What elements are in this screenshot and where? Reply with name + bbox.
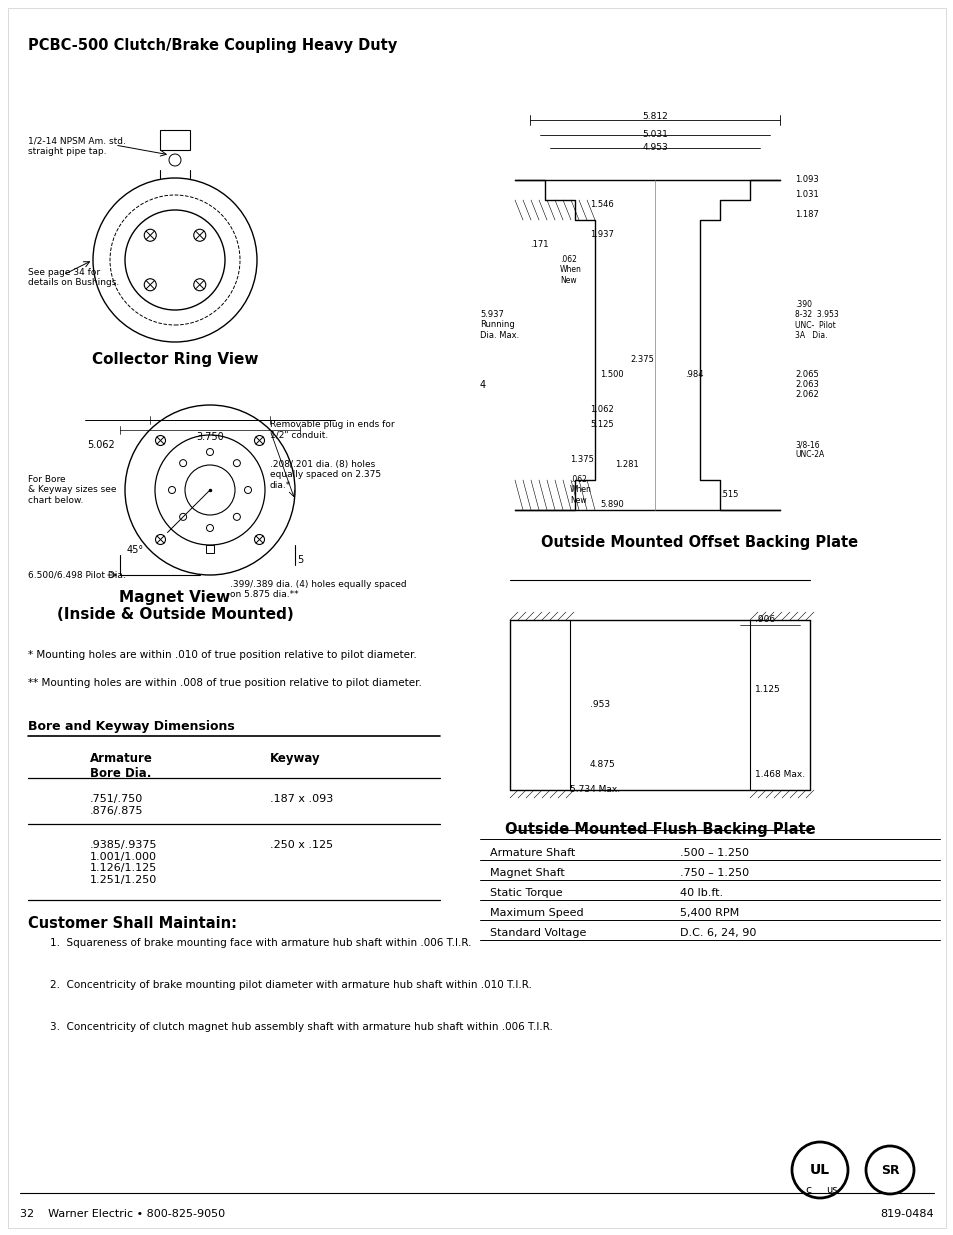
Text: 5,400 RPM: 5,400 RPM xyxy=(679,908,739,918)
Text: 2.065
2.063: 2.065 2.063 xyxy=(794,370,818,389)
Text: .250 x .125: .250 x .125 xyxy=(270,840,333,850)
Text: 1.093: 1.093 xyxy=(794,175,818,184)
Text: .187 x .093: .187 x .093 xyxy=(270,794,333,804)
Text: .984: .984 xyxy=(684,370,702,379)
Bar xyxy=(206,545,213,553)
Text: 5.062: 5.062 xyxy=(87,440,115,450)
Text: Removable plug in ends for
1/2" conduit.: Removable plug in ends for 1/2" conduit. xyxy=(270,420,395,440)
Text: For Bore
& Keyway sizes see
chart below.: For Bore & Keyway sizes see chart below. xyxy=(28,475,116,505)
Text: .750 – 1.250: .750 – 1.250 xyxy=(679,868,748,878)
Text: Maximum Speed: Maximum Speed xyxy=(490,908,583,918)
Text: 1.468 Max.: 1.468 Max. xyxy=(754,769,804,779)
Text: See page 34 for
details on Bushings.: See page 34 for details on Bushings. xyxy=(28,268,119,288)
Text: 1.187: 1.187 xyxy=(794,210,818,219)
Text: 5.125: 5.125 xyxy=(589,420,613,429)
Text: 4: 4 xyxy=(479,380,486,390)
Text: us: us xyxy=(825,1186,837,1195)
Text: Outside Mounted Flush Backing Plate: Outside Mounted Flush Backing Plate xyxy=(504,823,815,837)
Text: 2.  Concentricity of brake mounting pilot diameter with armature hub shaft withi: 2. Concentricity of brake mounting pilot… xyxy=(50,981,532,990)
Text: 5.031: 5.031 xyxy=(641,130,667,140)
Text: D.C. 6, 24, 90: D.C. 6, 24, 90 xyxy=(679,927,756,939)
Text: 1.500: 1.500 xyxy=(599,370,623,379)
Text: Customer Shall Maintain:: Customer Shall Maintain: xyxy=(28,916,236,931)
Text: Armature
Bore Dia.: Armature Bore Dia. xyxy=(90,752,152,781)
Text: 5: 5 xyxy=(296,555,303,564)
Text: c: c xyxy=(804,1186,810,1195)
Text: .953: .953 xyxy=(589,700,610,709)
Text: Collector Ring View: Collector Ring View xyxy=(91,352,258,367)
Text: 3.750: 3.750 xyxy=(196,432,224,442)
Text: Magnet View
(Inside & Outside Mounted): Magnet View (Inside & Outside Mounted) xyxy=(56,590,294,622)
Text: Outside Mounted Offset Backing Plate: Outside Mounted Offset Backing Plate xyxy=(541,535,858,550)
Text: Keyway: Keyway xyxy=(270,752,320,764)
Text: .500 – 1.250: .500 – 1.250 xyxy=(679,848,748,858)
Text: 3/8-16
UNC-2A: 3/8-16 UNC-2A xyxy=(794,440,823,459)
Text: 32    Warner Electric • 800-825-9050: 32 Warner Electric • 800-825-9050 xyxy=(20,1209,225,1219)
Text: 6.500/6.498 Pilot Dia.: 6.500/6.498 Pilot Dia. xyxy=(28,571,126,579)
Text: 1/2-14 NPSM Am. std.
straight pipe tap.: 1/2-14 NPSM Am. std. straight pipe tap. xyxy=(28,137,126,157)
Text: PCBC-500 Clutch/Brake Coupling Heavy Duty: PCBC-500 Clutch/Brake Coupling Heavy Dut… xyxy=(28,38,396,53)
Text: 1.  Squareness of brake mounting face with armature hub shaft within .006 T.I.R.: 1. Squareness of brake mounting face wit… xyxy=(50,939,471,948)
Text: .751/.750
.876/.875: .751/.750 .876/.875 xyxy=(90,794,143,815)
Text: Bore and Keyway Dimensions: Bore and Keyway Dimensions xyxy=(28,720,234,734)
Text: 1.546: 1.546 xyxy=(589,200,613,209)
Text: 2.062: 2.062 xyxy=(794,390,818,399)
Text: Armature Shaft: Armature Shaft xyxy=(490,848,575,858)
Text: 4.953: 4.953 xyxy=(641,143,667,152)
Text: 5.890: 5.890 xyxy=(599,500,623,509)
Text: 819-0484: 819-0484 xyxy=(880,1209,933,1219)
Text: UL: UL xyxy=(809,1163,829,1177)
Text: 45°: 45° xyxy=(127,545,144,555)
Text: Magnet Shaft: Magnet Shaft xyxy=(490,868,564,878)
Text: 5.937
Running
Dia. Max.: 5.937 Running Dia. Max. xyxy=(479,310,518,340)
Text: .171: .171 xyxy=(530,240,548,249)
Text: ** Mounting holes are within .008 of true position relative to pilot diameter.: ** Mounting holes are within .008 of tru… xyxy=(28,678,421,688)
Text: .062
When
New: .062 When New xyxy=(569,475,591,505)
Text: .9385/.9375
1.001/1.000
1.126/1.125
1.251/1.250: .9385/.9375 1.001/1.000 1.126/1.125 1.25… xyxy=(90,840,157,884)
Text: Standard Voltage: Standard Voltage xyxy=(490,927,586,939)
Text: 1.375: 1.375 xyxy=(569,454,594,464)
Text: 5.734 Max.: 5.734 Max. xyxy=(569,785,619,794)
Text: .399/.389 dia. (4) holes equally spaced
on 5.875 dia.**: .399/.389 dia. (4) holes equally spaced … xyxy=(230,580,406,599)
Text: 2.375: 2.375 xyxy=(629,354,653,364)
Text: 1.281: 1.281 xyxy=(615,459,639,469)
Bar xyxy=(160,130,190,149)
Text: 40 lb.ft.: 40 lb.ft. xyxy=(679,888,722,898)
Text: 4.875: 4.875 xyxy=(589,760,615,769)
Text: .208/.201 dia. (8) holes
equally spaced on 2.375
dia.*: .208/.201 dia. (8) holes equally spaced … xyxy=(270,459,381,490)
Text: 1.937: 1.937 xyxy=(589,230,613,240)
Text: * Mounting holes are within .010 of true position relative to pilot diameter.: * Mounting holes are within .010 of true… xyxy=(28,650,416,659)
Text: .906: .906 xyxy=(754,615,774,624)
Text: 5.812: 5.812 xyxy=(641,112,667,121)
Text: 3.  Concentricity of clutch magnet hub assembly shaft with armature hub shaft wi: 3. Concentricity of clutch magnet hub as… xyxy=(50,1023,553,1032)
Text: .062
When
New: .062 When New xyxy=(559,254,581,285)
Text: 1.062: 1.062 xyxy=(589,405,613,414)
Text: 1.031: 1.031 xyxy=(794,190,818,199)
Text: .515: .515 xyxy=(720,490,738,499)
Text: .390
8-32  3.953
UNC-  Pilot
3A   Dia.: .390 8-32 3.953 UNC- Pilot 3A Dia. xyxy=(794,300,838,340)
Text: SR: SR xyxy=(880,1163,899,1177)
Text: Static Torque: Static Torque xyxy=(490,888,562,898)
Text: 1.125: 1.125 xyxy=(754,685,780,694)
